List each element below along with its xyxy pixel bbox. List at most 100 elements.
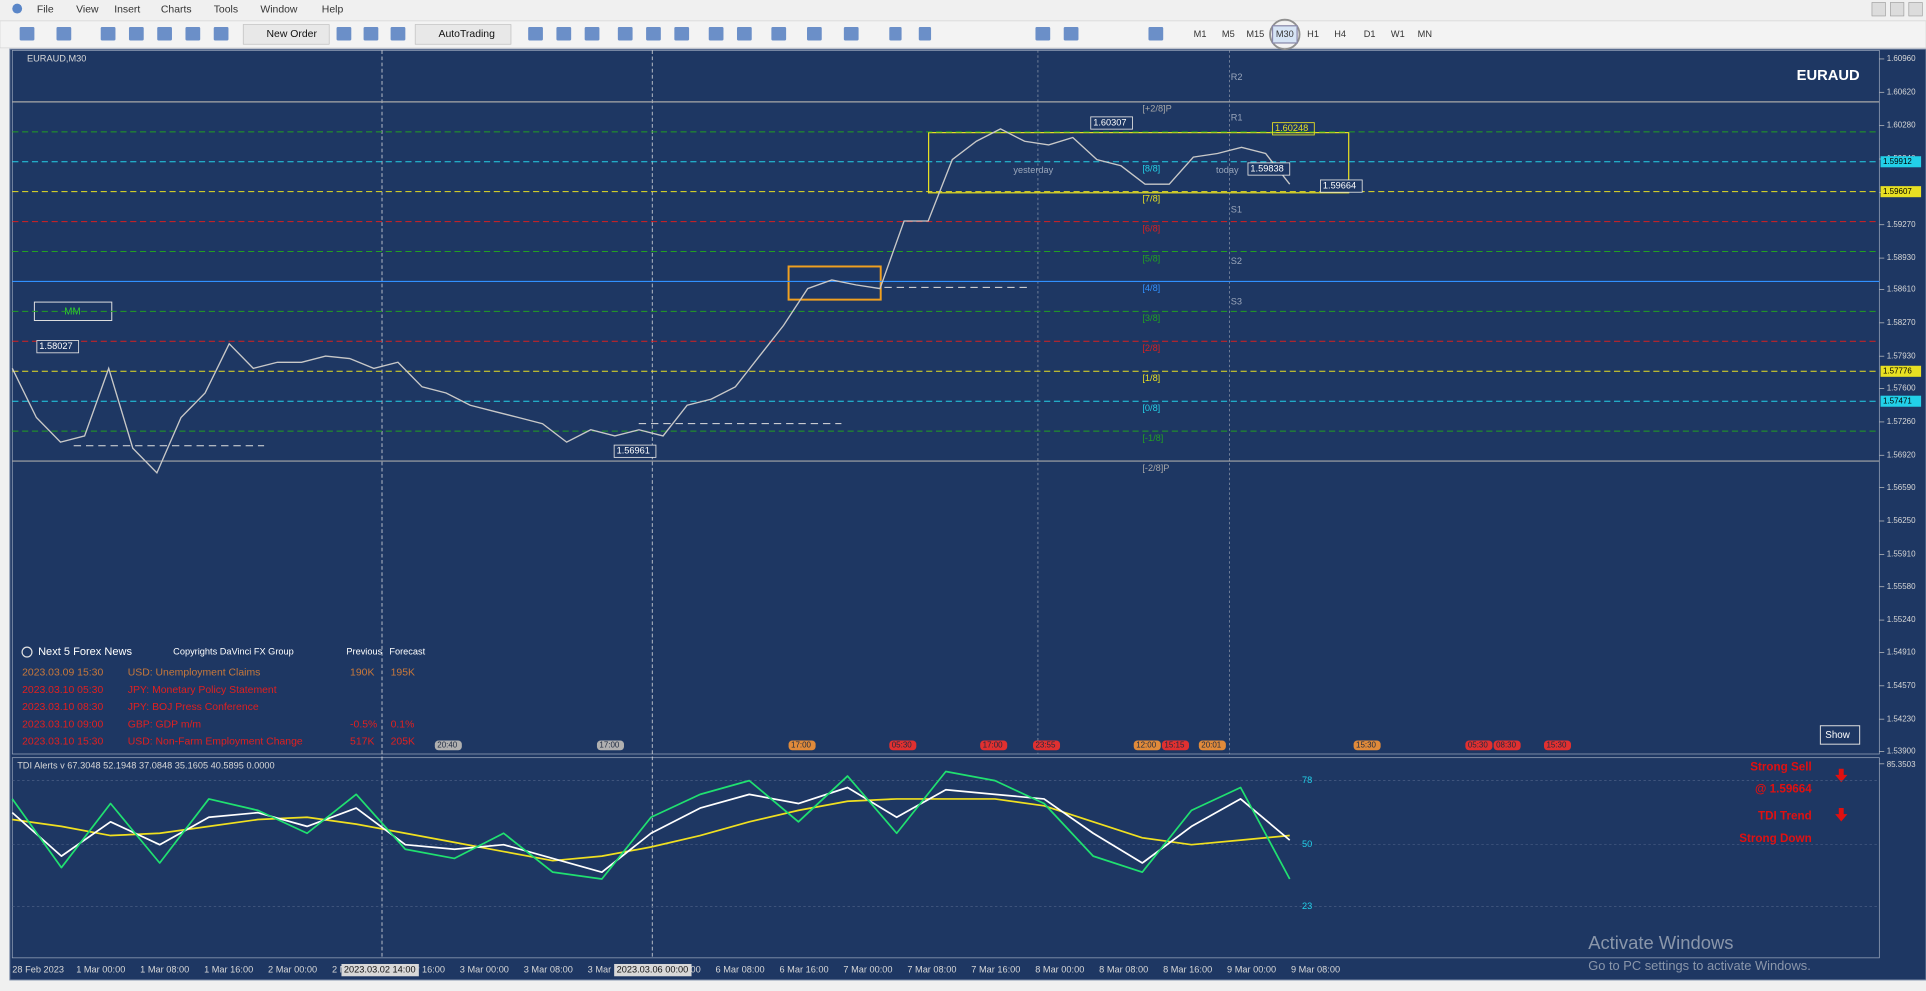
close-button[interactable] bbox=[1908, 2, 1923, 17]
timeframe-button[interactable]: M5 bbox=[1222, 29, 1235, 39]
event-tag bbox=[1033, 740, 1061, 751]
watermark-subtitle: Go to PC settings to activate Windows. bbox=[1588, 958, 1811, 973]
x-tick-label: 1 Mar 08:00 bbox=[140, 965, 189, 975]
icon[interactable] bbox=[100, 27, 116, 41]
timeframe-button[interactable]: M1 bbox=[1194, 29, 1207, 39]
news-time: 2023.03.10 05:30 bbox=[22, 685, 103, 696]
new-order-label[interactable]: New Order bbox=[267, 29, 318, 40]
pivot-label: R2 bbox=[1231, 72, 1243, 82]
icon[interactable] bbox=[617, 27, 633, 41]
y-tick-label: 1.60280 bbox=[1887, 121, 1916, 130]
icon[interactable] bbox=[528, 27, 543, 41]
menu-item[interactable]: Charts bbox=[161, 5, 192, 16]
autotrading-label[interactable]: AutoTrading bbox=[439, 29, 496, 40]
icon[interactable] bbox=[19, 27, 35, 41]
menu-item[interactable]: Window bbox=[260, 5, 298, 16]
timeframe-button[interactable]: H1 bbox=[1307, 29, 1319, 39]
show-button[interactable] bbox=[1819, 725, 1861, 745]
timeframe-button[interactable]: M30 bbox=[1276, 29, 1294, 39]
icon[interactable] bbox=[56, 27, 72, 41]
icon[interactable] bbox=[1063, 27, 1079, 41]
icon[interactable] bbox=[213, 27, 229, 41]
menu-item[interactable]: Tools bbox=[214, 5, 238, 16]
x-tick-label: 6 Mar 16:00 bbox=[779, 965, 828, 975]
timeframe-button[interactable]: MN bbox=[1418, 29, 1432, 39]
timeframe-button[interactable]: M15 bbox=[1246, 29, 1264, 39]
y-tick-label: 1.57600 bbox=[1887, 384, 1916, 393]
icon[interactable] bbox=[708, 27, 724, 41]
event-tag-label: 05:30 bbox=[1468, 741, 1489, 750]
y-tick-label: 1.55240 bbox=[1887, 615, 1916, 624]
icon[interactable] bbox=[336, 27, 352, 41]
symbol-title: EURAUD bbox=[1797, 68, 1860, 84]
price-label: 1.60307 bbox=[1093, 117, 1126, 127]
news-event: JPY: BOJ Press Conference bbox=[128, 702, 259, 713]
icon[interactable] bbox=[889, 27, 902, 41]
timeframe-highlight bbox=[1269, 18, 1301, 51]
y-tick-label: 1.56920 bbox=[1887, 450, 1916, 459]
menu-item[interactable]: Insert bbox=[114, 5, 140, 16]
axis-price-tag bbox=[1880, 365, 1922, 377]
icon[interactable] bbox=[1148, 27, 1164, 41]
y-tick-label: 1.54910 bbox=[1887, 648, 1916, 657]
pivot-label: S1 bbox=[1231, 204, 1242, 214]
axis-price-tag bbox=[1880, 395, 1922, 407]
event-tag-label: 17:00 bbox=[983, 741, 1004, 750]
pivot-label: S3 bbox=[1231, 297, 1242, 307]
cursor-time-box bbox=[341, 963, 419, 977]
timeframe-button[interactable]: W1 bbox=[1391, 29, 1405, 39]
icon[interactable] bbox=[807, 27, 822, 41]
event-tag bbox=[1133, 740, 1161, 751]
icon[interactable] bbox=[584, 27, 600, 41]
murray-label: [-2/8]P bbox=[1142, 463, 1169, 473]
show-button-label[interactable]: Show bbox=[1825, 730, 1850, 741]
indicator-level-label: 50 bbox=[1302, 839, 1312, 849]
icon[interactable] bbox=[363, 27, 379, 41]
icon[interactable] bbox=[674, 27, 690, 41]
x-tick-label: 28 Feb 2023 bbox=[12, 965, 64, 975]
new-order-button[interactable] bbox=[242, 24, 330, 45]
menu-item[interactable]: Help bbox=[322, 5, 344, 16]
price-label: 1.56961 bbox=[617, 446, 650, 456]
icon[interactable] bbox=[128, 27, 144, 41]
timeframe-button[interactable]: H4 bbox=[1334, 29, 1346, 39]
down-arrow bbox=[1835, 808, 1848, 822]
minimize-button[interactable] bbox=[1871, 2, 1886, 17]
pivot-label: S2 bbox=[1231, 256, 1242, 266]
consolidation-box bbox=[787, 265, 882, 301]
axis-price-tag-label: 1.57776 bbox=[1883, 366, 1912, 375]
price-label-box bbox=[1247, 162, 1291, 176]
icon[interactable] bbox=[843, 27, 859, 41]
range-box bbox=[927, 132, 1350, 194]
news-event: JPY: Monetary Policy Statement bbox=[128, 685, 277, 696]
menu-item[interactable]: File bbox=[37, 5, 54, 16]
autotrading-button[interactable] bbox=[414, 24, 512, 45]
icon[interactable] bbox=[157, 27, 172, 41]
murray-label: [8/8] bbox=[1142, 164, 1160, 174]
icon[interactable] bbox=[771, 27, 787, 41]
icon[interactable] bbox=[918, 27, 932, 41]
event-tag-label: 05:30 bbox=[892, 741, 913, 750]
icon[interactable] bbox=[185, 27, 201, 41]
icon[interactable] bbox=[646, 27, 661, 41]
icon[interactable] bbox=[556, 27, 572, 41]
icon[interactable] bbox=[390, 27, 406, 41]
price-label: 1.58027 bbox=[39, 341, 72, 351]
watermark-title: Activate Windows bbox=[1588, 932, 1733, 953]
event-tag bbox=[980, 740, 1008, 751]
event-tag-label: 20:01 bbox=[1201, 741, 1222, 750]
app-icon bbox=[12, 3, 23, 14]
icon[interactable] bbox=[1035, 27, 1051, 41]
news-forecast: 205K bbox=[391, 736, 415, 747]
x-tick-label: 8 Mar 16:00 bbox=[1163, 965, 1212, 975]
event-tag-label: 23:55 bbox=[1035, 741, 1056, 750]
timeframe-button[interactable]: D1 bbox=[1364, 29, 1376, 39]
menu-item[interactable]: View bbox=[76, 5, 99, 16]
event-tag-label: 15:30 bbox=[1356, 741, 1377, 750]
y-tick-label: 1.57260 bbox=[1887, 417, 1916, 426]
x-tick-label: 7 Mar 00:00 bbox=[843, 965, 892, 975]
icon[interactable] bbox=[736, 27, 752, 41]
signal-text: Strong Sell bbox=[1750, 761, 1812, 774]
y-tick-label: 1.58930 bbox=[1887, 253, 1916, 262]
restore-button[interactable] bbox=[1890, 2, 1905, 17]
